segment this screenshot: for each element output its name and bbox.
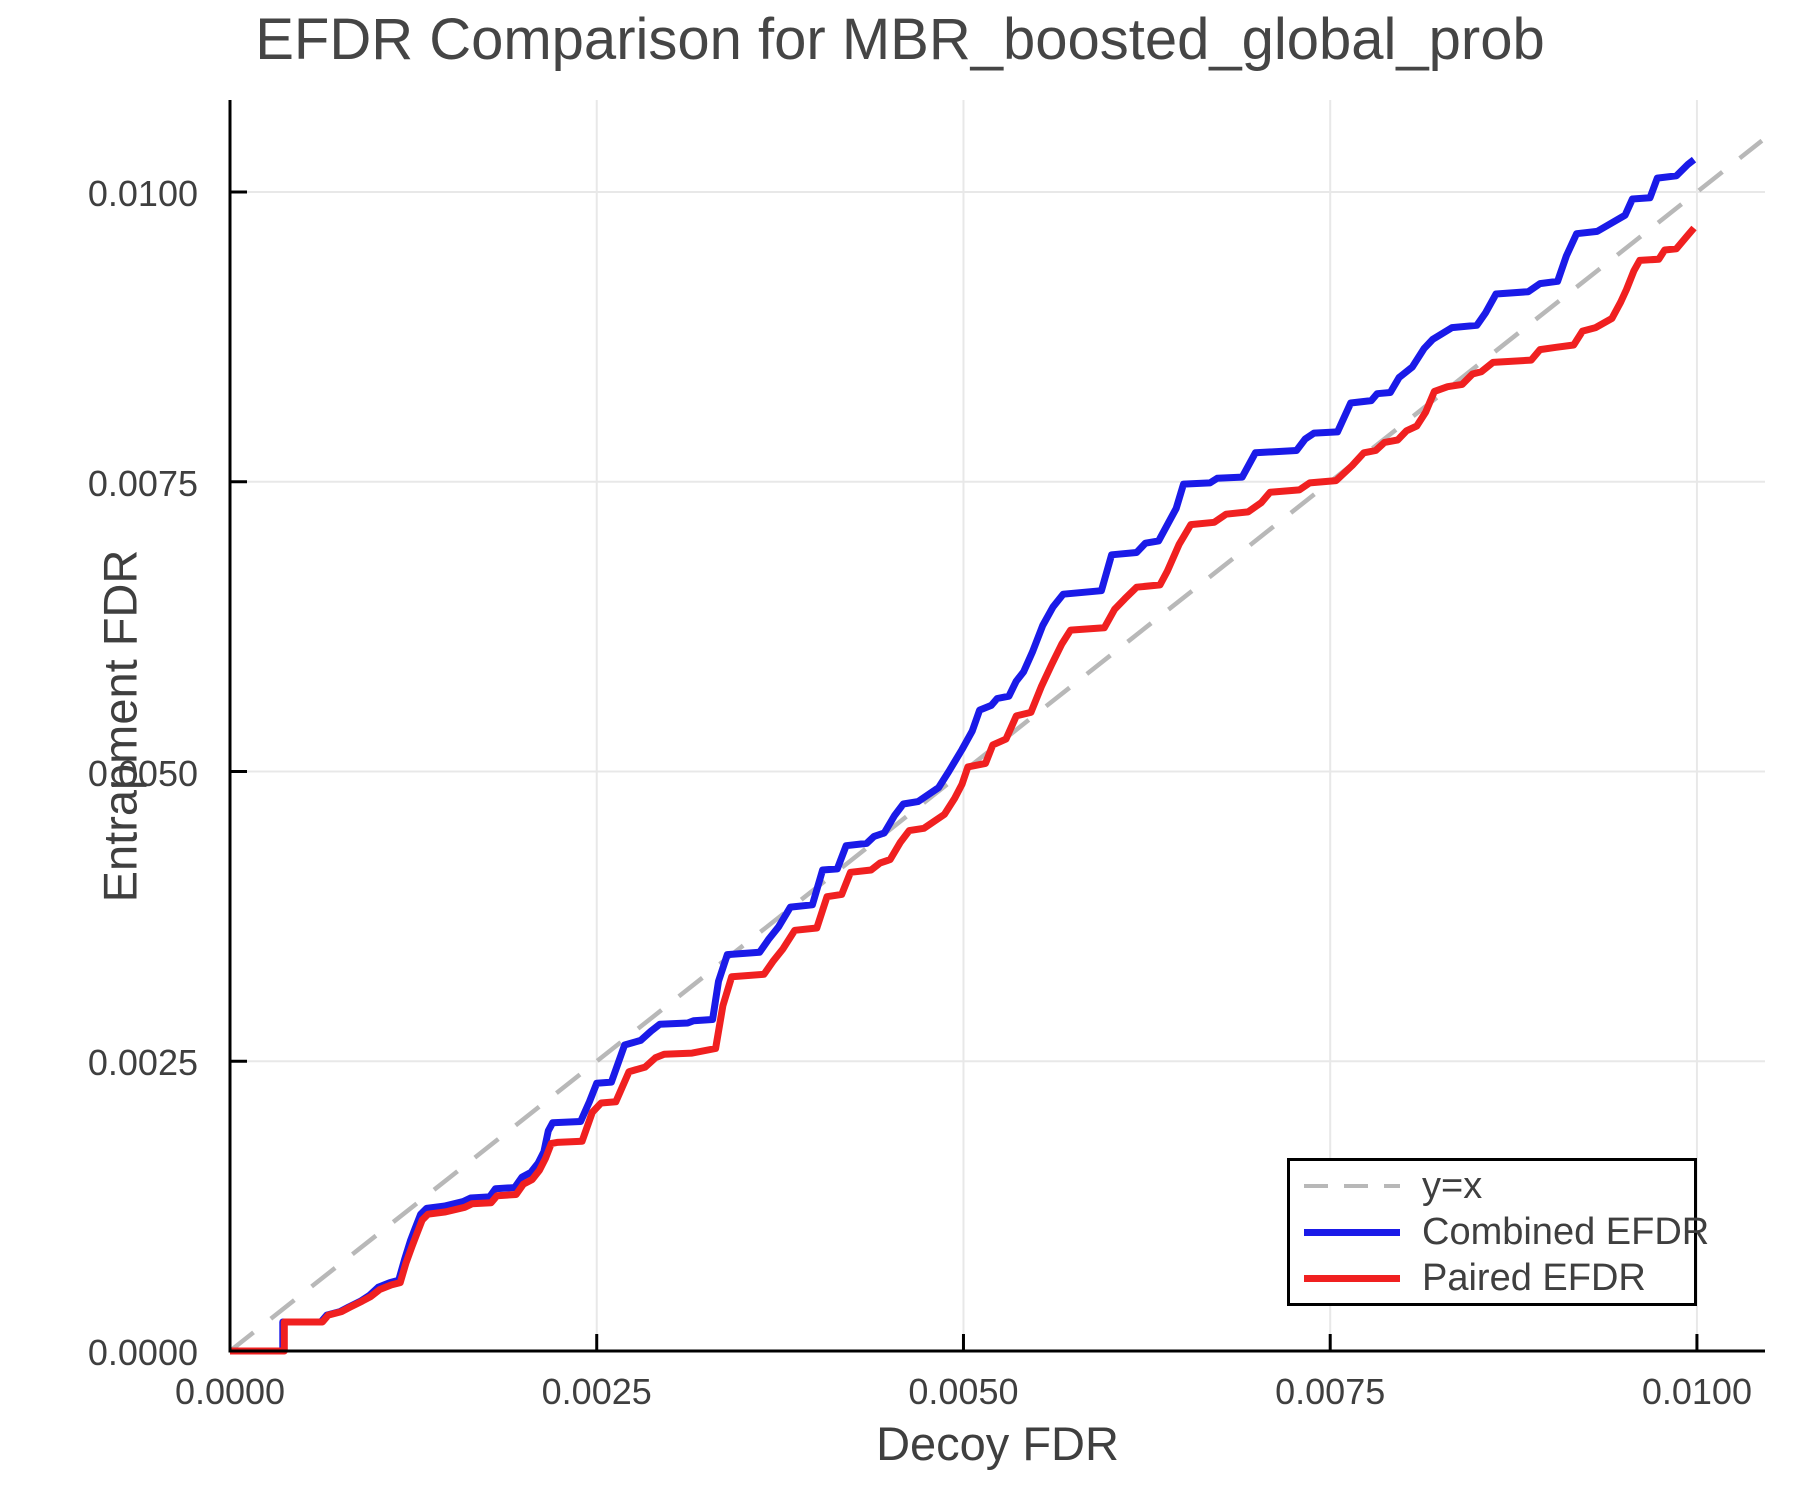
legend-label: Combined EFDR <box>1422 1210 1710 1253</box>
solid-line-swatch <box>1304 1274 1400 1282</box>
x-tick-label: 0.0075 <box>1275 1371 1386 1412</box>
chart-title: EFDR Comparison for MBR_boosted_global_p… <box>255 7 1545 72</box>
y-tick-label: 0.0000 <box>87 1332 198 1373</box>
y-axis-title: Entrapment FDR <box>93 549 147 903</box>
x-axis-title: Decoy FDR <box>876 1417 1119 1470</box>
y-tick-label: 0.0100 <box>87 173 198 215</box>
legend-label: Paired EFDR <box>1422 1256 1646 1299</box>
x-tick-label: 0.0000 <box>174 1371 286 1412</box>
y-tick-label: 0.0075 <box>87 462 198 504</box>
series-line-combined-efdr <box>230 156 1697 1355</box>
legend-entry: Paired EFDR <box>1304 1257 1680 1299</box>
series-line-paired-efdr <box>230 225 1697 1355</box>
x-tick-label: 0.0100 <box>1641 1371 1752 1412</box>
legend-entry: y=x <box>1304 1165 1680 1207</box>
y-tick-label: 0.0050 <box>87 752 198 794</box>
x-tick-label: 0.0050 <box>908 1371 1019 1412</box>
dashed-line-swatch <box>1304 1184 1400 1188</box>
solid-line-swatch <box>1304 1228 1400 1236</box>
x-tick-label: 0.0025 <box>541 1371 652 1412</box>
legend-label: y=x <box>1422 1164 1483 1207</box>
series-line-y-x <box>228 138 1764 1353</box>
y-tick-label: 0.0025 <box>87 1042 198 1084</box>
legend-entry: Combined EFDR <box>1304 1211 1709 1253</box>
legend-box: y=x Combined EFDR Paired EFDR <box>1287 1158 1709 1306</box>
